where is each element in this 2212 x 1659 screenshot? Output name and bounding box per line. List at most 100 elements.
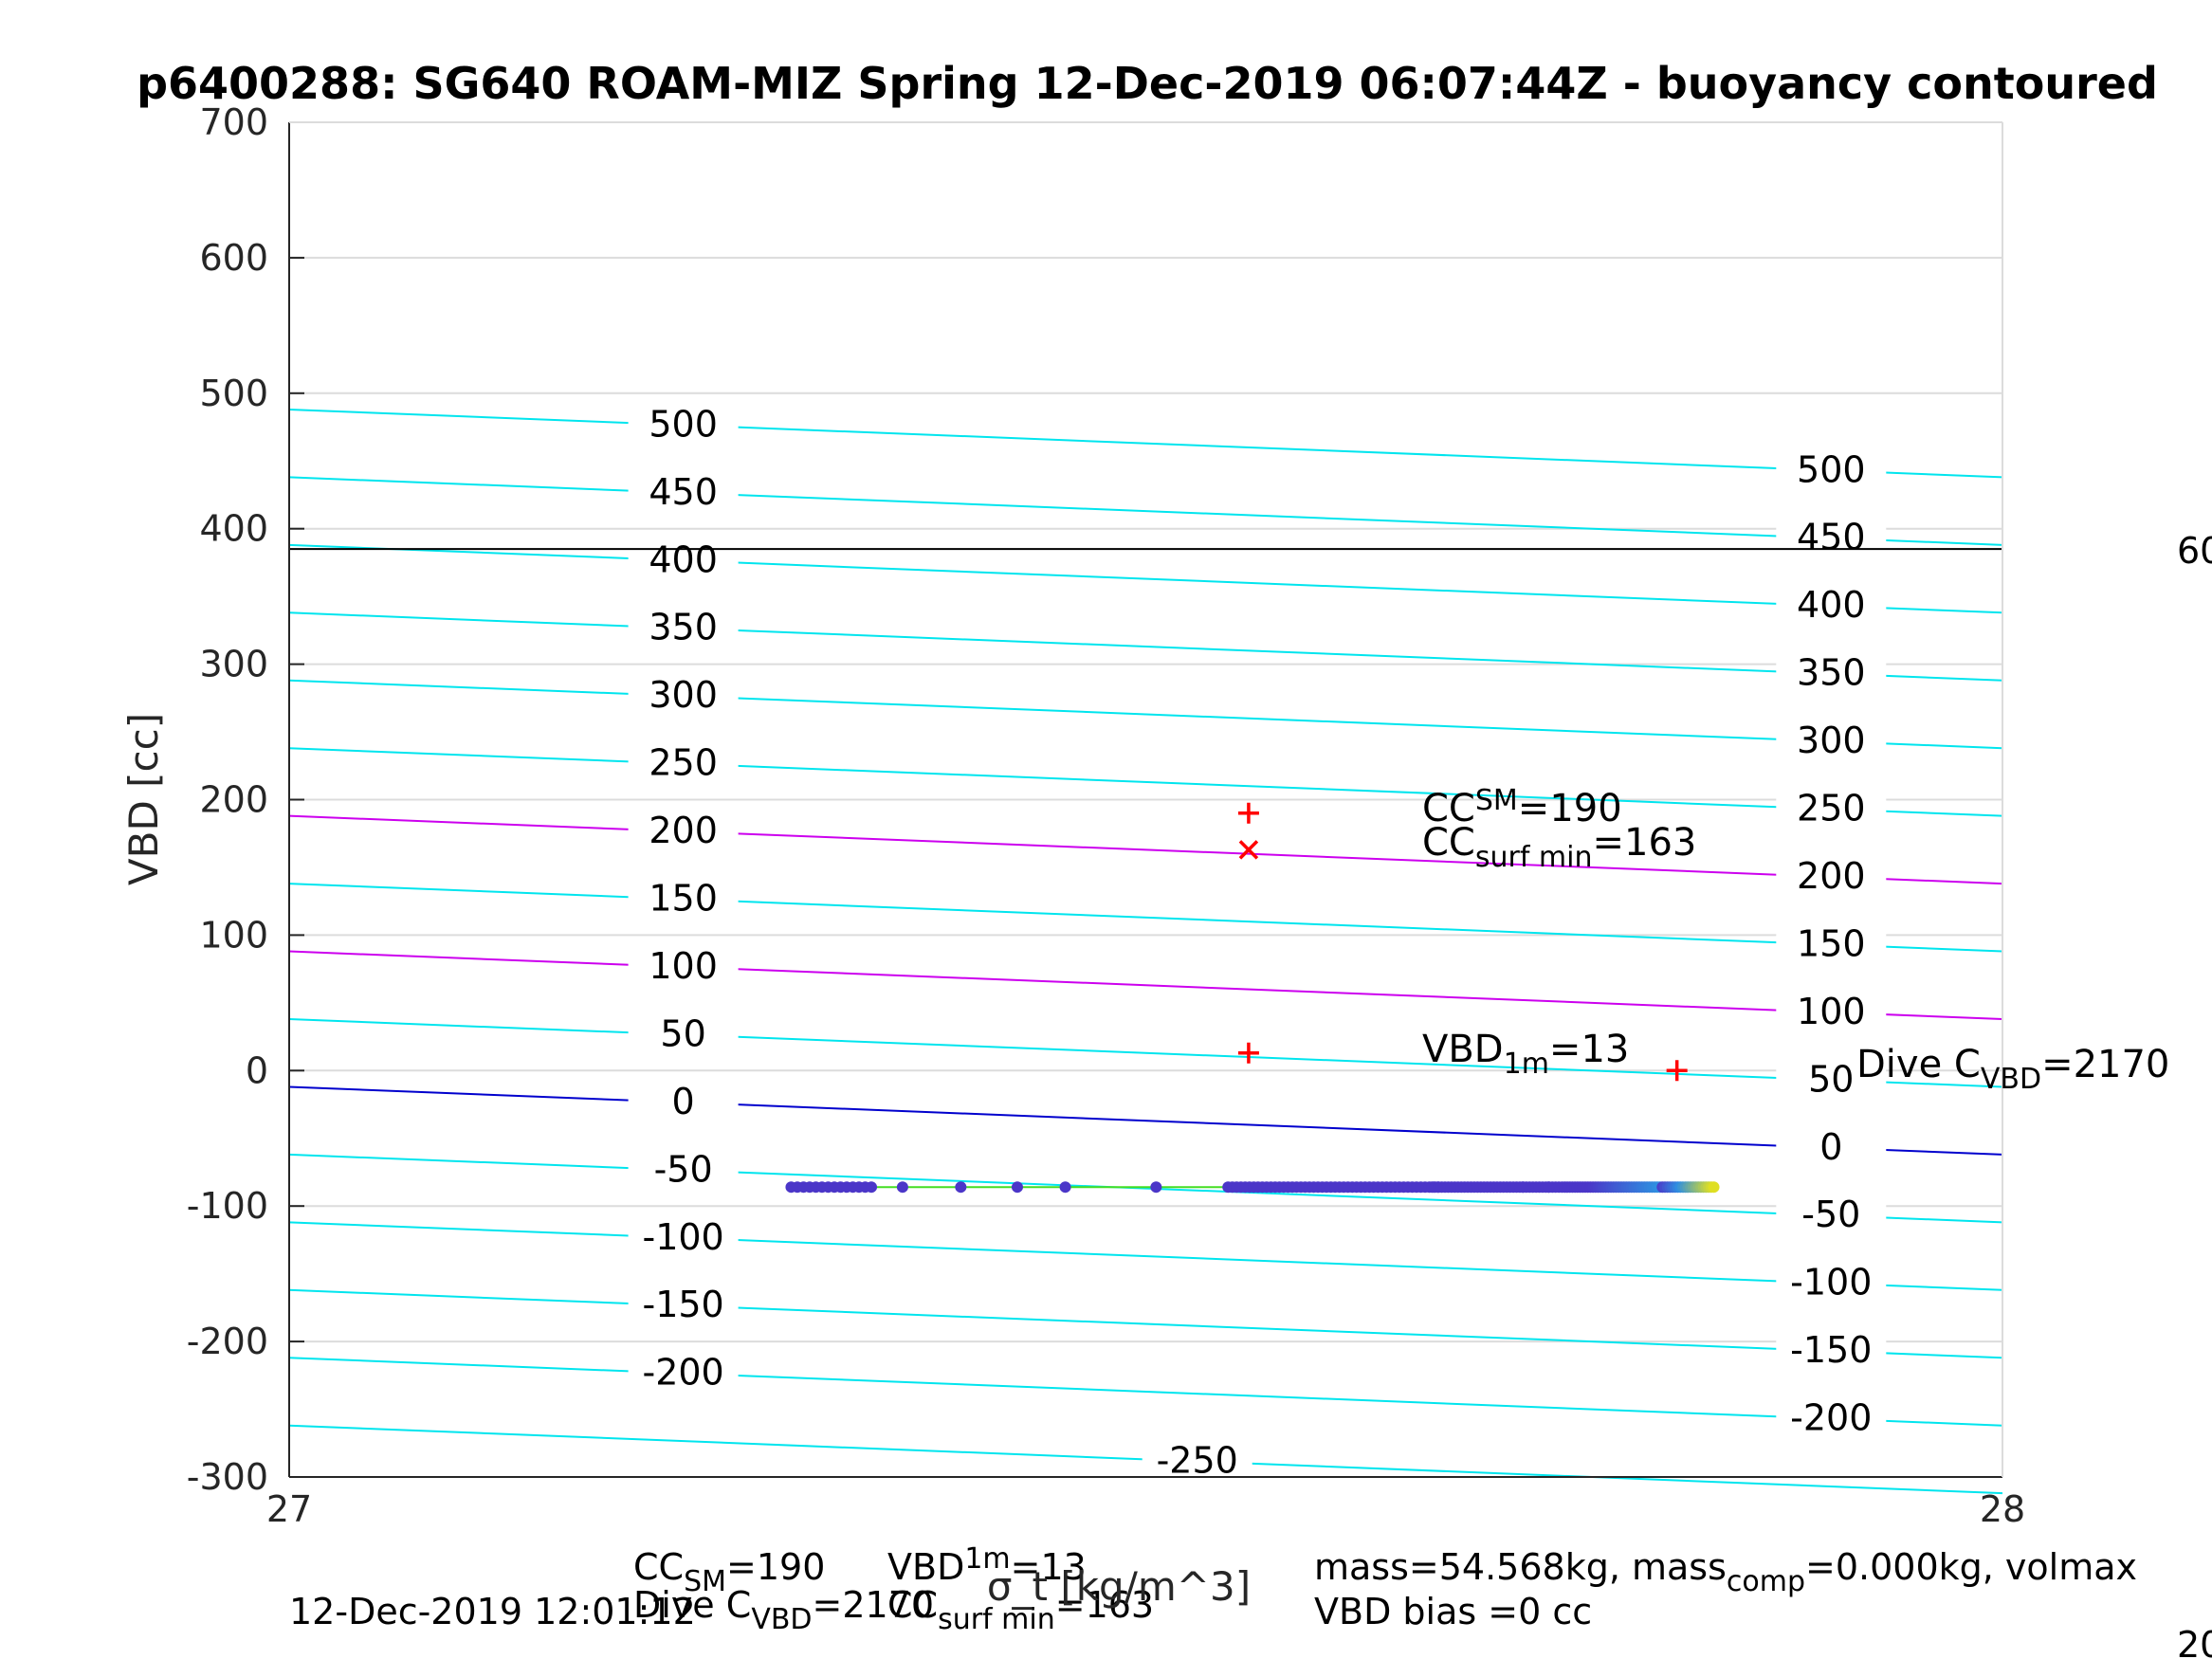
contour-label-bg — [628, 874, 739, 917]
contour-label-bg — [628, 671, 739, 714]
contour-label-right: 250 — [1797, 788, 1866, 830]
contour-label-right: 350 — [1797, 652, 1866, 694]
contour-label-right: -100 — [1790, 1262, 1872, 1304]
contour-label-right: 100 — [1797, 991, 1866, 1032]
contour-label-right: 200 — [1797, 855, 1866, 897]
profile-point — [1150, 1181, 1162, 1194]
contour-label-left: -150 — [642, 1284, 723, 1325]
contour-label-bg — [1776, 446, 1887, 488]
y-axis-label: VBD [cc] — [120, 713, 167, 885]
footer-cc: CC — [633, 1546, 684, 1588]
contour-label-bg — [1776, 1191, 1887, 1233]
vbd-1m-tail: =13 — [1549, 1028, 1629, 1071]
profile-point — [955, 1181, 967, 1194]
y-tick-label: 700 — [199, 101, 268, 143]
marker-x — [1238, 840, 1259, 860]
contour-label-bg — [1776, 648, 1887, 691]
contour-label-bg — [628, 1212, 739, 1255]
buoyancy-contours: 500450400350300250200150100500-50-100-15… — [288, 400, 2003, 1495]
profile-point — [866, 1181, 878, 1194]
footer-cc2-sub: surf min — [938, 1603, 1055, 1636]
footer-timestamp: 12-Dec-2019 12:01:12 — [289, 1591, 696, 1632]
footer-cc-sub: SM — [684, 1565, 726, 1598]
contour-label-bg — [628, 807, 739, 849]
cc-surf-main: CC — [1422, 821, 1475, 865]
contour-line — [288, 543, 2003, 614]
y-tick-label: -300 — [187, 1456, 268, 1498]
footer-mass-a: mass=54.568kg, mass — [1314, 1546, 1727, 1588]
tick-labels: -300 -200 -100 0 100 200 300 400 500 600 700 27 28 — [187, 101, 2025, 1530]
contour-label-bg — [1776, 581, 1887, 624]
contour-line — [288, 883, 2003, 953]
contour-label-bg — [628, 400, 739, 443]
red-markers — [1237, 802, 1688, 1082]
contour-label-right: 300 — [1797, 720, 1866, 761]
cc-sm-main: CC — [1422, 787, 1475, 830]
annotation-vbd-1m: VBD1m=13 — [1422, 1028, 1629, 1081]
contour-label-left: 350 — [649, 607, 718, 648]
contour-label-bg — [1776, 851, 1887, 894]
footer-vbd-sub: 1m — [964, 1542, 1010, 1576]
contour-line — [288, 1085, 2003, 1156]
contour-label-bg — [1776, 1394, 1887, 1436]
contour-label-right: 150 — [1797, 922, 1866, 964]
contour-line — [288, 1221, 2003, 1291]
axes-frame — [288, 121, 2003, 1478]
cc-surf-tail: =163 — [1593, 821, 1697, 865]
contour-label-left: -50 — [654, 1148, 713, 1190]
contour-label-right: 0 — [1819, 1126, 1842, 1168]
footer-mass-b: =0.000kg, volmax — [1805, 1546, 2137, 1588]
contour-line — [288, 476, 2003, 546]
contour-line — [288, 611, 2003, 682]
contour-line — [288, 747, 2003, 817]
x-tick-label: 28 — [1980, 1488, 2025, 1530]
y-tick-label: 0 — [246, 1049, 268, 1091]
footer-dive: Dive C — [633, 1584, 751, 1626]
chart-title: p6400288: SG640 ROAM-MIZ Spring 12-Dec-2… — [137, 58, 2158, 109]
contour-line — [288, 679, 2003, 750]
contour-label-right: 400 — [1797, 584, 1866, 626]
contour-label-bg — [628, 1077, 739, 1120]
footer-line2: Dive CVBD=2170CCsurf min=163 — [633, 1584, 1154, 1636]
contour-label-bg — [628, 1348, 739, 1391]
contour-line — [288, 1357, 2003, 1427]
contour-label-bg — [1776, 1326, 1887, 1369]
footer-line1: CCSM=190 VBD1m=13 — [633, 1542, 1087, 1598]
contour-label-bg — [1776, 717, 1887, 759]
profile-points — [785, 1181, 1720, 1194]
annotation-cc-surf-min: CCsurf min=163 — [1422, 821, 1696, 874]
profile-point — [1517, 1181, 1529, 1194]
contour-label-right: 450 — [1797, 517, 1866, 558]
marker-plus — [1237, 1042, 1259, 1064]
contour-label-bg — [628, 536, 739, 578]
contour-label-bg — [628, 1145, 739, 1188]
contour-label-left: -100 — [642, 1216, 723, 1258]
profile-point — [1543, 1181, 1555, 1194]
contour-label-left: 400 — [649, 538, 718, 580]
y-tick-label: 600 — [199, 237, 268, 279]
dive-c-main: Dive C — [1856, 1043, 1981, 1086]
contour-label-bg — [1776, 784, 1887, 827]
y-tick-label: -200 — [187, 1321, 268, 1362]
footer-vbd: VBD — [887, 1546, 964, 1588]
vbd-1m-main: VBD — [1422, 1028, 1504, 1071]
y-tick-label: 100 — [199, 914, 268, 956]
profile-point — [1708, 1181, 1720, 1194]
footer-mass: mass=54.568kg, masscomp=0.000kg, volmax — [1314, 1546, 2137, 1598]
vbd-1m-sub: 1m — [1504, 1048, 1549, 1081]
contour-label-right: -150 — [1790, 1329, 1872, 1371]
dive-c-sub: VBD — [1981, 1063, 2041, 1096]
contour-label-left: -200 — [642, 1352, 723, 1394]
contour-label-bg — [628, 1010, 739, 1052]
contour-label-bg — [628, 603, 739, 646]
contour-label-bg — [628, 941, 739, 984]
y-tick-label: 500 — [199, 373, 268, 414]
footer-dive-sub: VBD — [751, 1603, 812, 1636]
x-tick-label: 27 — [266, 1488, 312, 1530]
cc-sm-tail: =190 — [1518, 787, 1622, 830]
contour-line — [288, 1288, 2003, 1359]
footer-mass-sub: comp — [1727, 1565, 1805, 1598]
reference-line-label: 60 — [2177, 530, 2212, 572]
profile-point — [896, 1181, 908, 1194]
